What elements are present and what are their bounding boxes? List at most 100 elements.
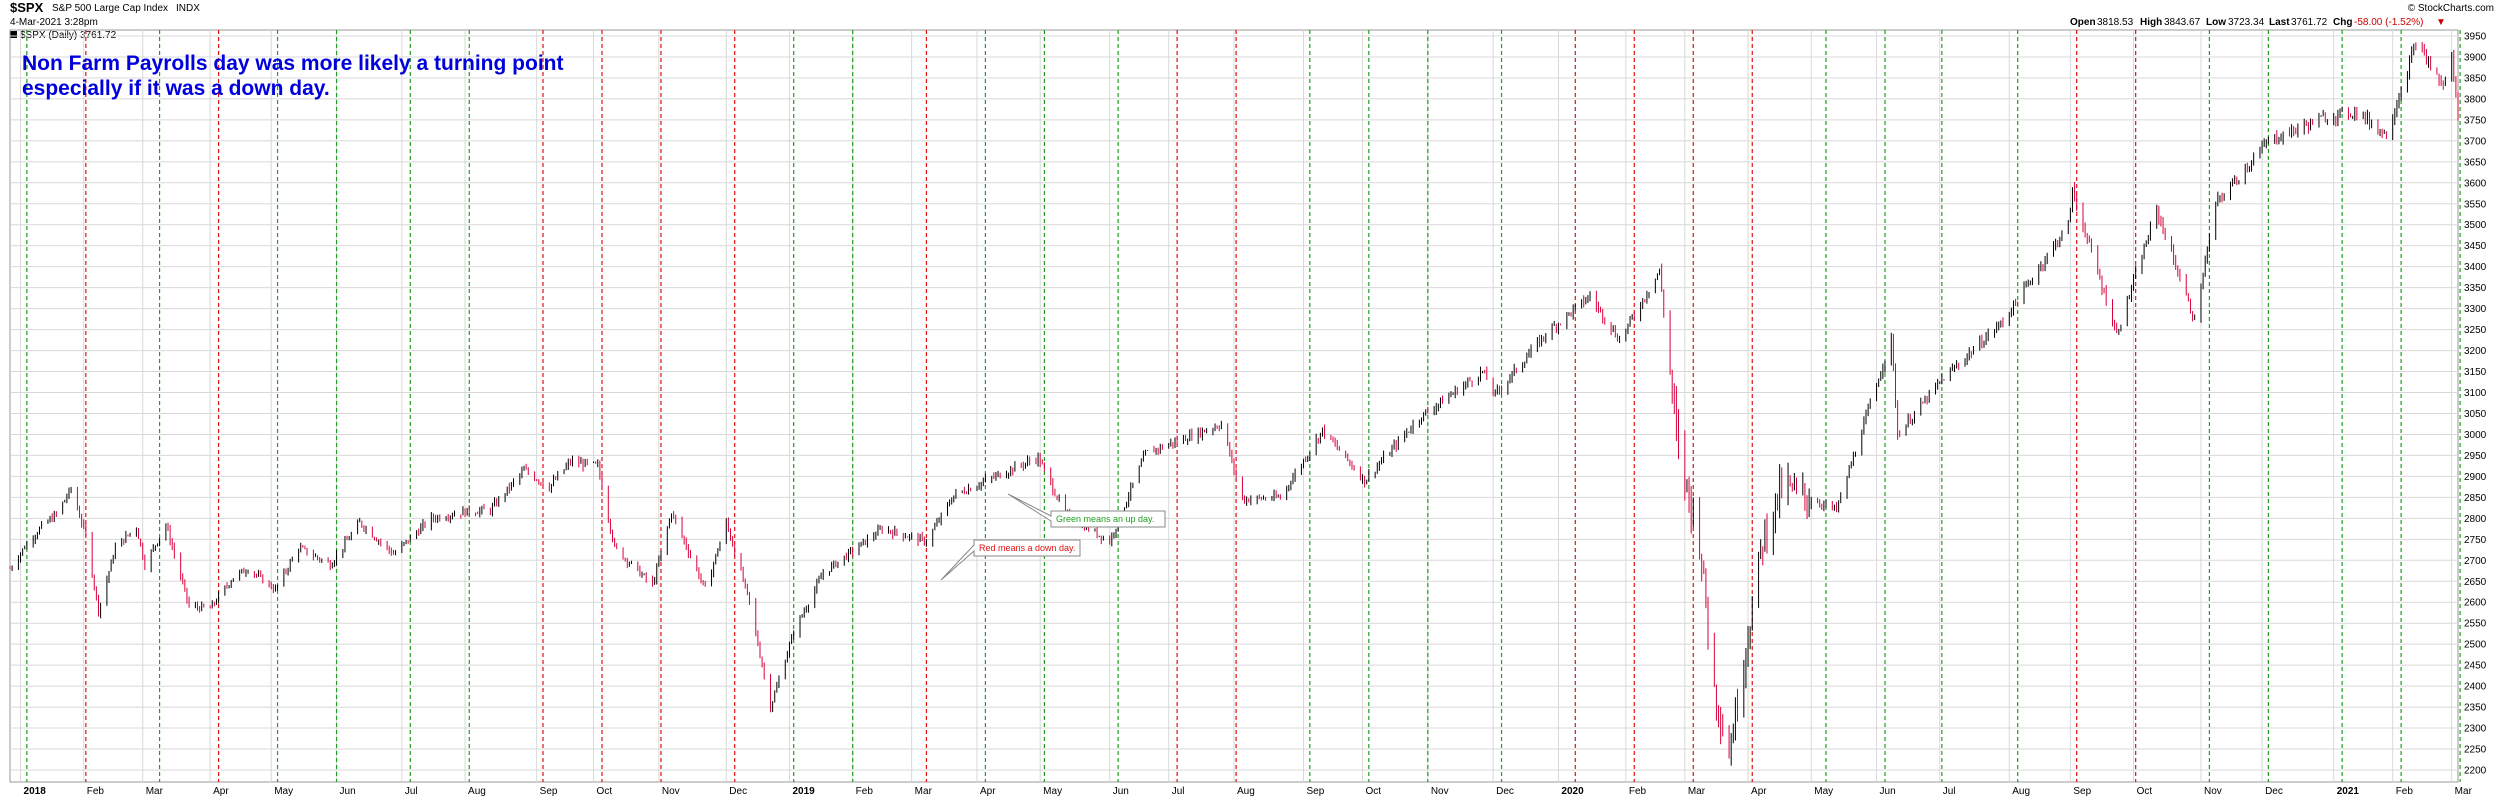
x-tick-label: Dec xyxy=(1496,786,1514,797)
x-tick-label: Apr xyxy=(1751,786,1767,797)
x-tick-label: Jul xyxy=(405,786,418,797)
green-callout-text: Green means an up day. xyxy=(1056,514,1154,524)
x-tick-label: Feb xyxy=(856,786,874,797)
x-tick-label: Mar xyxy=(1688,786,1706,797)
y-tick-label: 3800 xyxy=(2464,94,2487,105)
grid-lines xyxy=(10,30,2458,782)
exchange-label: INDX xyxy=(176,3,200,14)
open-value: 3818.53 xyxy=(2097,17,2134,28)
low-label: Low xyxy=(2206,17,2226,28)
x-tick-label: Apr xyxy=(213,786,229,797)
y-tick-label: 3450 xyxy=(2464,241,2487,252)
x-tick-label: Feb xyxy=(87,786,105,797)
chg-value: -58.00 (-1.52%) xyxy=(2354,17,2423,28)
y-tick-label: 2950 xyxy=(2464,451,2487,462)
symbol-label: $SPX xyxy=(10,0,44,15)
x-tick-label: Dec xyxy=(729,786,747,797)
y-axis-ticks: 2200 2250 2300 2350 2400 2450 2500 2550 2600 2650… xyxy=(2464,32,2487,777)
y-tick-label: 2700 xyxy=(2464,556,2487,567)
x-tick-label: Mar xyxy=(915,786,933,797)
x-tick-label: 2020 xyxy=(1561,786,1584,797)
x-tick-label: Dec xyxy=(2265,786,2283,797)
y-tick-label: 3350 xyxy=(2464,283,2487,294)
x-tick-label: Jun xyxy=(1880,786,1896,797)
y-tick-label: 3250 xyxy=(2464,325,2487,336)
x-tick-label: Aug xyxy=(468,786,486,797)
x-tick-label: Oct xyxy=(1366,786,1382,797)
y-tick-label: 3550 xyxy=(2464,199,2487,210)
chg-label: Chg xyxy=(2333,17,2352,28)
timestamp-label: 4-Mar-2021 3:28pm xyxy=(10,17,98,28)
x-tick-label: Apr xyxy=(980,786,996,797)
high-value: 3843.67 xyxy=(2164,17,2201,28)
green-callout: Green means an up day. xyxy=(1007,493,1166,528)
y-tick-label: 3850 xyxy=(2464,73,2487,84)
last-label: Last xyxy=(2269,17,2290,28)
high-label: High xyxy=(2140,17,2162,28)
y-tick-label: 3500 xyxy=(2464,220,2487,231)
y-tick-label: 2650 xyxy=(2464,577,2487,588)
open-label: Open xyxy=(2070,17,2096,28)
x-tick-label: Mar xyxy=(146,786,164,797)
x-tick-label: May xyxy=(1043,786,1062,797)
chg-down-arrow-icon: ▼ xyxy=(2436,17,2446,28)
x-tick-label: Jul xyxy=(1172,786,1185,797)
low-value: 3723.34 xyxy=(2228,17,2265,28)
y-tick-label: 2300 xyxy=(2464,724,2487,735)
y-tick-label: 3150 xyxy=(2464,367,2487,378)
x-tick-label: Jun xyxy=(340,786,356,797)
x-tick-label: Nov xyxy=(1431,786,1449,797)
y-tick-label: 3700 xyxy=(2464,136,2487,147)
y-tick-label: 2350 xyxy=(2464,703,2487,714)
x-tick-label: Aug xyxy=(2012,786,2030,797)
x-tick-label: Sep xyxy=(1307,786,1325,797)
x-tick-label: Oct xyxy=(597,786,613,797)
x-tick-label: Sep xyxy=(2073,786,2091,797)
y-tick-label: 3750 xyxy=(2464,115,2487,126)
x-tick-label: 2021 xyxy=(2337,786,2360,797)
x-tick-label: Nov xyxy=(662,786,680,797)
x-tick-label: Aug xyxy=(1237,786,1255,797)
y-tick-label: 3650 xyxy=(2464,157,2487,168)
y-tick-label: 3300 xyxy=(2464,304,2487,315)
x-tick-label: May xyxy=(1814,786,1833,797)
x-tick-label: Mar xyxy=(2455,786,2473,797)
y-tick-label: 3900 xyxy=(2464,52,2487,63)
x-axis-ticks: 2018 Feb Mar Apr May Jun Jul Aug Sep Oct Nov Dec 201… xyxy=(24,786,2473,797)
x-tick-label: Oct xyxy=(2137,786,2153,797)
y-tick-label: 2800 xyxy=(2464,514,2487,525)
y-tick-label: 2850 xyxy=(2464,493,2487,504)
y-tick-label: 2750 xyxy=(2464,535,2487,546)
y-tick-label: 2450 xyxy=(2464,661,2487,672)
x-tick-label: May xyxy=(274,786,293,797)
y-tick-label: 2500 xyxy=(2464,640,2487,651)
y-tick-label: 2600 xyxy=(2464,598,2487,609)
x-tick-label: 2018 xyxy=(24,786,47,797)
y-tick-label: 3950 xyxy=(2464,32,2487,43)
legend-swatch xyxy=(10,31,17,38)
y-tick-label: 3600 xyxy=(2464,178,2487,189)
x-tick-label: Feb xyxy=(2396,786,2414,797)
y-tick-label: 2900 xyxy=(2464,472,2487,483)
x-tick-label: 2019 xyxy=(792,786,815,797)
x-tick-label: Jun xyxy=(1113,786,1129,797)
y-tick-label: 3200 xyxy=(2464,346,2487,357)
x-tick-label: Sep xyxy=(540,786,558,797)
red-callout-text: Red means a down day. xyxy=(979,543,1075,553)
y-tick-label: 3000 xyxy=(2464,430,2487,441)
green-callout-bubble xyxy=(1007,493,1166,528)
y-tick-label: 3050 xyxy=(2464,409,2487,420)
annotation-line-1: Non Farm Payrolls day was more likely a … xyxy=(22,52,563,75)
y-tick-label: 2250 xyxy=(2464,745,2487,756)
index-name: S&P 500 Large Cap Index xyxy=(52,3,168,14)
nfp-day-lines xyxy=(26,30,2461,782)
x-tick-label: Nov xyxy=(2204,786,2222,797)
y-tick-label: 3100 xyxy=(2464,388,2487,399)
y-tick-label: 2200 xyxy=(2464,766,2487,777)
y-tick-label: 2550 xyxy=(2464,619,2487,630)
red-callout: Red means a down day. xyxy=(940,539,1081,581)
y-tick-label: 2400 xyxy=(2464,682,2487,693)
x-tick-label: Feb xyxy=(1629,786,1647,797)
